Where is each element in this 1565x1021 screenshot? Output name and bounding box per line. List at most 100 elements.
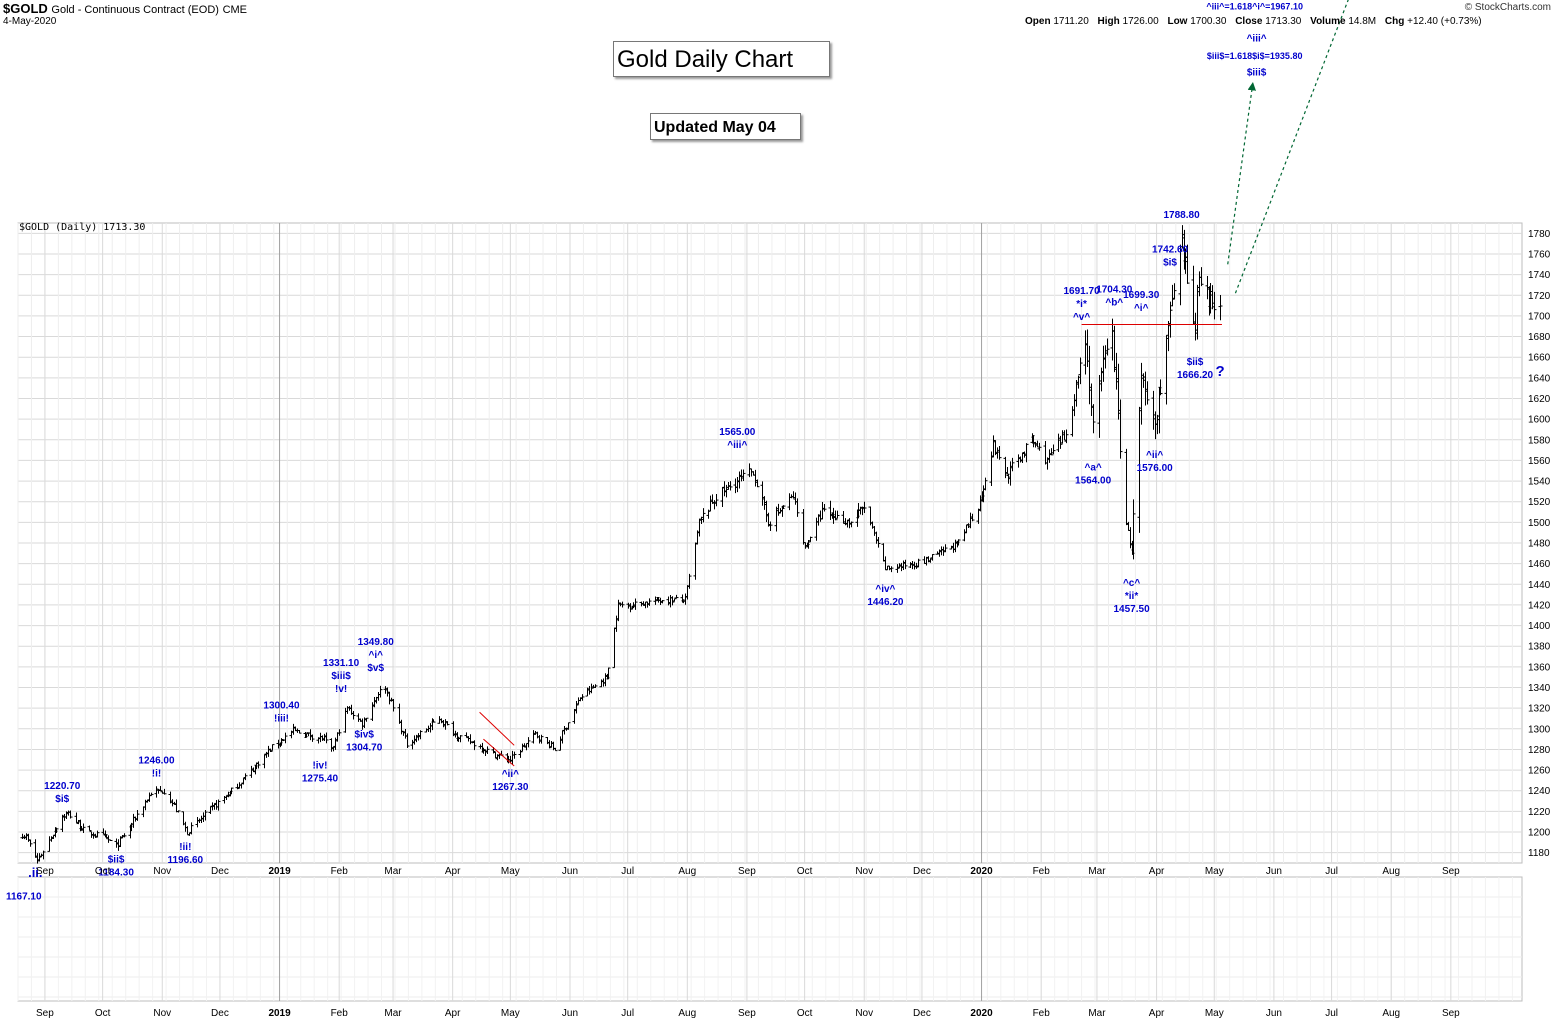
- wave-label: 1704.30: [1096, 285, 1133, 296]
- chg-label: Chg: [1384, 16, 1405, 27]
- price-tick-label: 1720: [1528, 291, 1551, 302]
- low-label: Low: [1167, 16, 1188, 27]
- price-tick-label: 1640: [1528, 373, 1551, 384]
- wave-label: !iii!: [274, 714, 289, 725]
- ohlc-bar: [1051, 444, 1056, 455]
- ohlc-bar: [283, 732, 288, 744]
- ohlc-bar: [741, 469, 746, 481]
- exchange-label: CME: [222, 4, 248, 16]
- price-tick-label: 1660: [1528, 353, 1551, 364]
- wave-label: ^ii^: [502, 769, 519, 780]
- month-tick-label: 2020: [970, 866, 993, 877]
- month-tick-label: Jul: [621, 866, 634, 877]
- ohlc-bar: [876, 537, 881, 548]
- wave-label: 1742.60: [1152, 244, 1189, 255]
- ohlc-bar: [822, 503, 827, 512]
- price-tick-label: 1240: [1528, 786, 1551, 797]
- ohlc-bar: [1078, 357, 1083, 385]
- high-value: 1726.00: [1122, 16, 1159, 27]
- month-tick-label: Sep: [36, 1008, 54, 1019]
- grid: [17, 223, 1522, 1001]
- ohlc-bar: [539, 734, 544, 744]
- price-tick-label: 1440: [1528, 580, 1551, 591]
- ohlc-bars: [20, 225, 1223, 864]
- ohlc-bar: [647, 598, 652, 606]
- price-tick-label: 1760: [1528, 249, 1551, 260]
- ohlc-bar: [672, 598, 677, 602]
- month-tick-label: May: [1205, 1008, 1224, 1019]
- ohlc-bar: [512, 751, 517, 759]
- month-tick-label: Jun: [562, 1008, 578, 1019]
- month-tick-label: Oct: [95, 1008, 111, 1019]
- ohlc-bar: [235, 783, 240, 790]
- wave-label: $iii$=1.618$i$=1935.80: [1207, 51, 1303, 61]
- price-tick-label: 1580: [1528, 435, 1551, 446]
- ohlc-bar: [1118, 399, 1123, 459]
- month-tick-label: Feb: [331, 1008, 349, 1019]
- month-tick-label: Feb: [331, 866, 349, 877]
- ohlc-bar: [620, 601, 625, 608]
- wave-label: *i*: [1076, 299, 1087, 310]
- wedge-line: [479, 711, 515, 746]
- month-tick-label: Nov: [855, 866, 873, 877]
- ohlc-bar: [189, 822, 194, 835]
- ohlc-bar: [970, 513, 975, 522]
- ohlc-bar: [87, 825, 92, 832]
- wave-label: $i$: [1163, 257, 1177, 268]
- ohlc-bar: [391, 699, 396, 712]
- ohlc-bar: [135, 810, 140, 821]
- ohlc-bar: [279, 738, 284, 746]
- wave-label: $iii$: [1247, 68, 1267, 79]
- ohlc-bar: [1218, 294, 1223, 321]
- wave-label: !iv!: [312, 761, 327, 772]
- ohlc-bar: [324, 732, 329, 744]
- month-tick-label: Feb: [1033, 866, 1051, 877]
- brand-label: © StockCharts.com: [1464, 2, 1551, 13]
- ohlc-bar: [862, 501, 867, 514]
- ohlc-bar: [895, 564, 900, 573]
- low-value: 1700.30: [1190, 16, 1227, 27]
- month-tick-label: Dec: [913, 1008, 931, 1019]
- wave-label: 1267.30: [492, 782, 529, 793]
- ohlc-bar: [593, 684, 598, 688]
- volume-value: 14.8M: [1348, 16, 1377, 27]
- ohlc-bar: [1105, 338, 1110, 356]
- month-tick-label: May: [501, 1008, 520, 1019]
- wave-label: ^iii^=1.618^i^=1967.10: [1206, 1, 1303, 11]
- wave-label: !v!: [335, 684, 347, 695]
- ohlc-bar: [418, 730, 423, 740]
- month-tick-label: Mar: [384, 1008, 402, 1019]
- month-tick-label: 2019: [268, 1008, 291, 1019]
- month-tick-label: Dec: [913, 866, 931, 877]
- wave-label: 1300.40: [263, 701, 300, 712]
- month-tick-label: Mar: [1088, 1008, 1106, 1019]
- wave-label: $ii$: [1187, 357, 1204, 368]
- ohlc-bar: [364, 717, 369, 722]
- price-tick-label: 1300: [1528, 724, 1551, 735]
- ohlc-bar: [54, 827, 59, 833]
- wave-label: 1331.10: [323, 658, 360, 669]
- month-tick-label: Apr: [1149, 866, 1165, 877]
- ohlc-bar: [270, 744, 275, 751]
- ohlc-bar: [122, 833, 127, 838]
- ohlc-bar: [903, 559, 908, 570]
- price-tick-label: 1200: [1528, 828, 1551, 839]
- month-tick-label: Oct: [95, 866, 111, 877]
- ohlc-bar: [674, 594, 679, 599]
- ohlc-bar: [1172, 283, 1177, 300]
- price-tick-label: 1460: [1528, 559, 1551, 570]
- ohlc-bar: [310, 734, 315, 742]
- price-tick-label: 1780: [1528, 229, 1551, 240]
- wave-label: 1275.40: [302, 774, 339, 785]
- wave-label: $iii$: [331, 671, 351, 682]
- quote-bar: Open 1711.20 High 1726.00 Low 1700.30 Cl…: [1025, 16, 1482, 27]
- wedge-line: [483, 738, 515, 767]
- price-tick-label: 1700: [1528, 311, 1551, 322]
- wave-label: !ii!: [179, 842, 191, 853]
- symbol-label: $GOLD: [3, 1, 48, 16]
- ohlc-bar: [256, 761, 261, 769]
- ohlc-bar: [553, 747, 558, 752]
- ohlc-bar: [728, 481, 733, 491]
- month-tick-label: Sep: [738, 866, 756, 877]
- ohlc-bar: [849, 521, 854, 528]
